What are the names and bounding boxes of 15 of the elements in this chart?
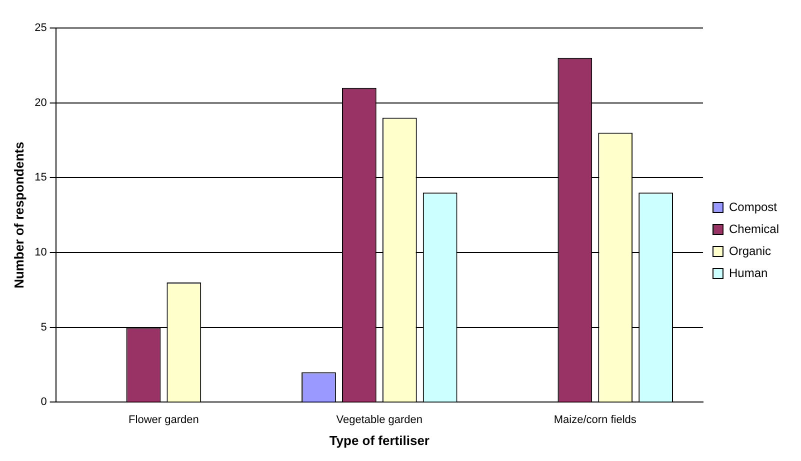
legend-label: Organic: [728, 244, 772, 258]
y-axis-title: Number of respondents: [11, 142, 26, 288]
y-tick-label: 25: [34, 22, 47, 34]
y-tick-label: 15: [34, 172, 47, 184]
y-tick-label: 0: [40, 396, 47, 408]
y-tick-label: 10: [34, 246, 47, 259]
x-axis-title: Type of fertiliser: [329, 432, 430, 448]
legend-label: Human: [728, 266, 768, 280]
x-tick-label: Flower garden: [128, 414, 199, 426]
x-tick-label: Maize/corn fields: [554, 414, 637, 426]
x-tick-label: Vegetable garden: [336, 414, 423, 426]
legend-label: Chemical: [728, 222, 779, 236]
y-tick-label: 5: [40, 321, 47, 334]
legend-label: Compost: [728, 200, 778, 214]
y-tick-label: 20: [34, 96, 47, 109]
